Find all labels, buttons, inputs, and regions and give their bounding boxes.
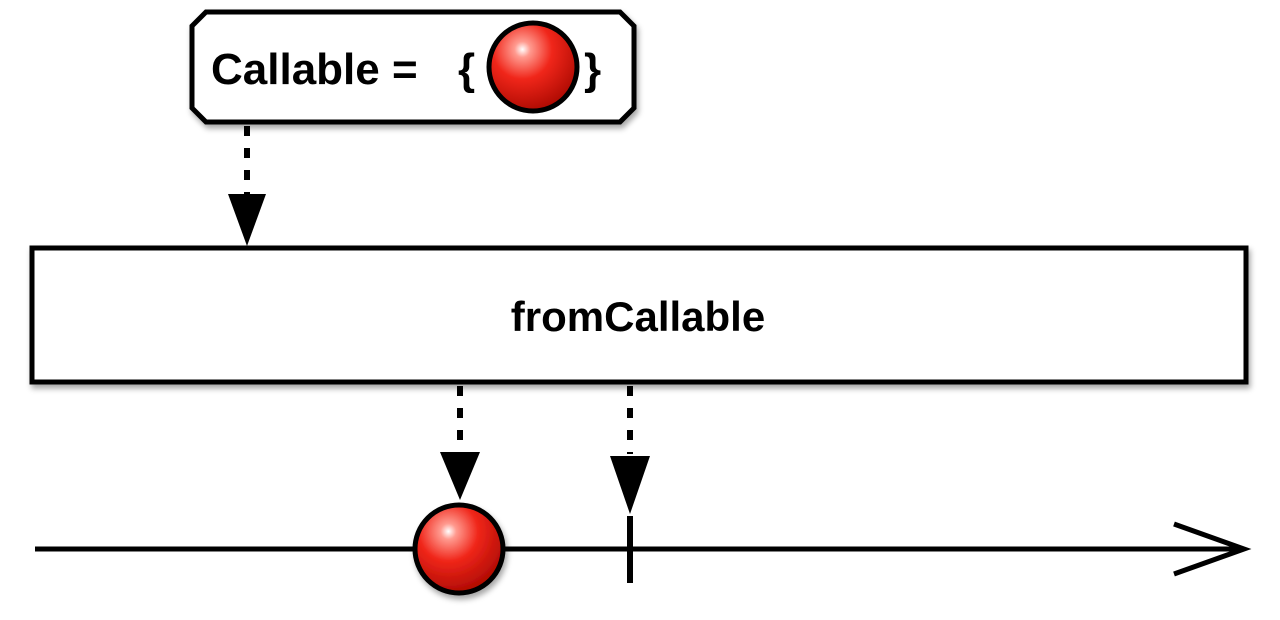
output-red-marble-icon <box>412 502 506 596</box>
arrowhead-down-icon <box>610 456 650 514</box>
close-brace: } <box>584 45 601 94</box>
operator-to-completion-arrow <box>610 386 650 514</box>
callable-box: Callable = { } <box>189 9 637 125</box>
operator-box: fromCallable <box>29 245 1249 385</box>
arrowhead-down-icon <box>228 194 266 246</box>
output-timeline <box>35 502 1252 596</box>
callable-label: Callable = <box>211 45 418 94</box>
open-brace: { <box>458 45 475 94</box>
arrowhead-down-icon <box>440 452 480 500</box>
timeline-arrow-icon <box>1173 521 1252 577</box>
callable-red-marble-icon <box>486 20 580 114</box>
callable-to-operator-arrow <box>228 126 266 246</box>
operator-to-item-arrow <box>440 386 480 500</box>
operator-label: fromCallable <box>511 293 765 340</box>
